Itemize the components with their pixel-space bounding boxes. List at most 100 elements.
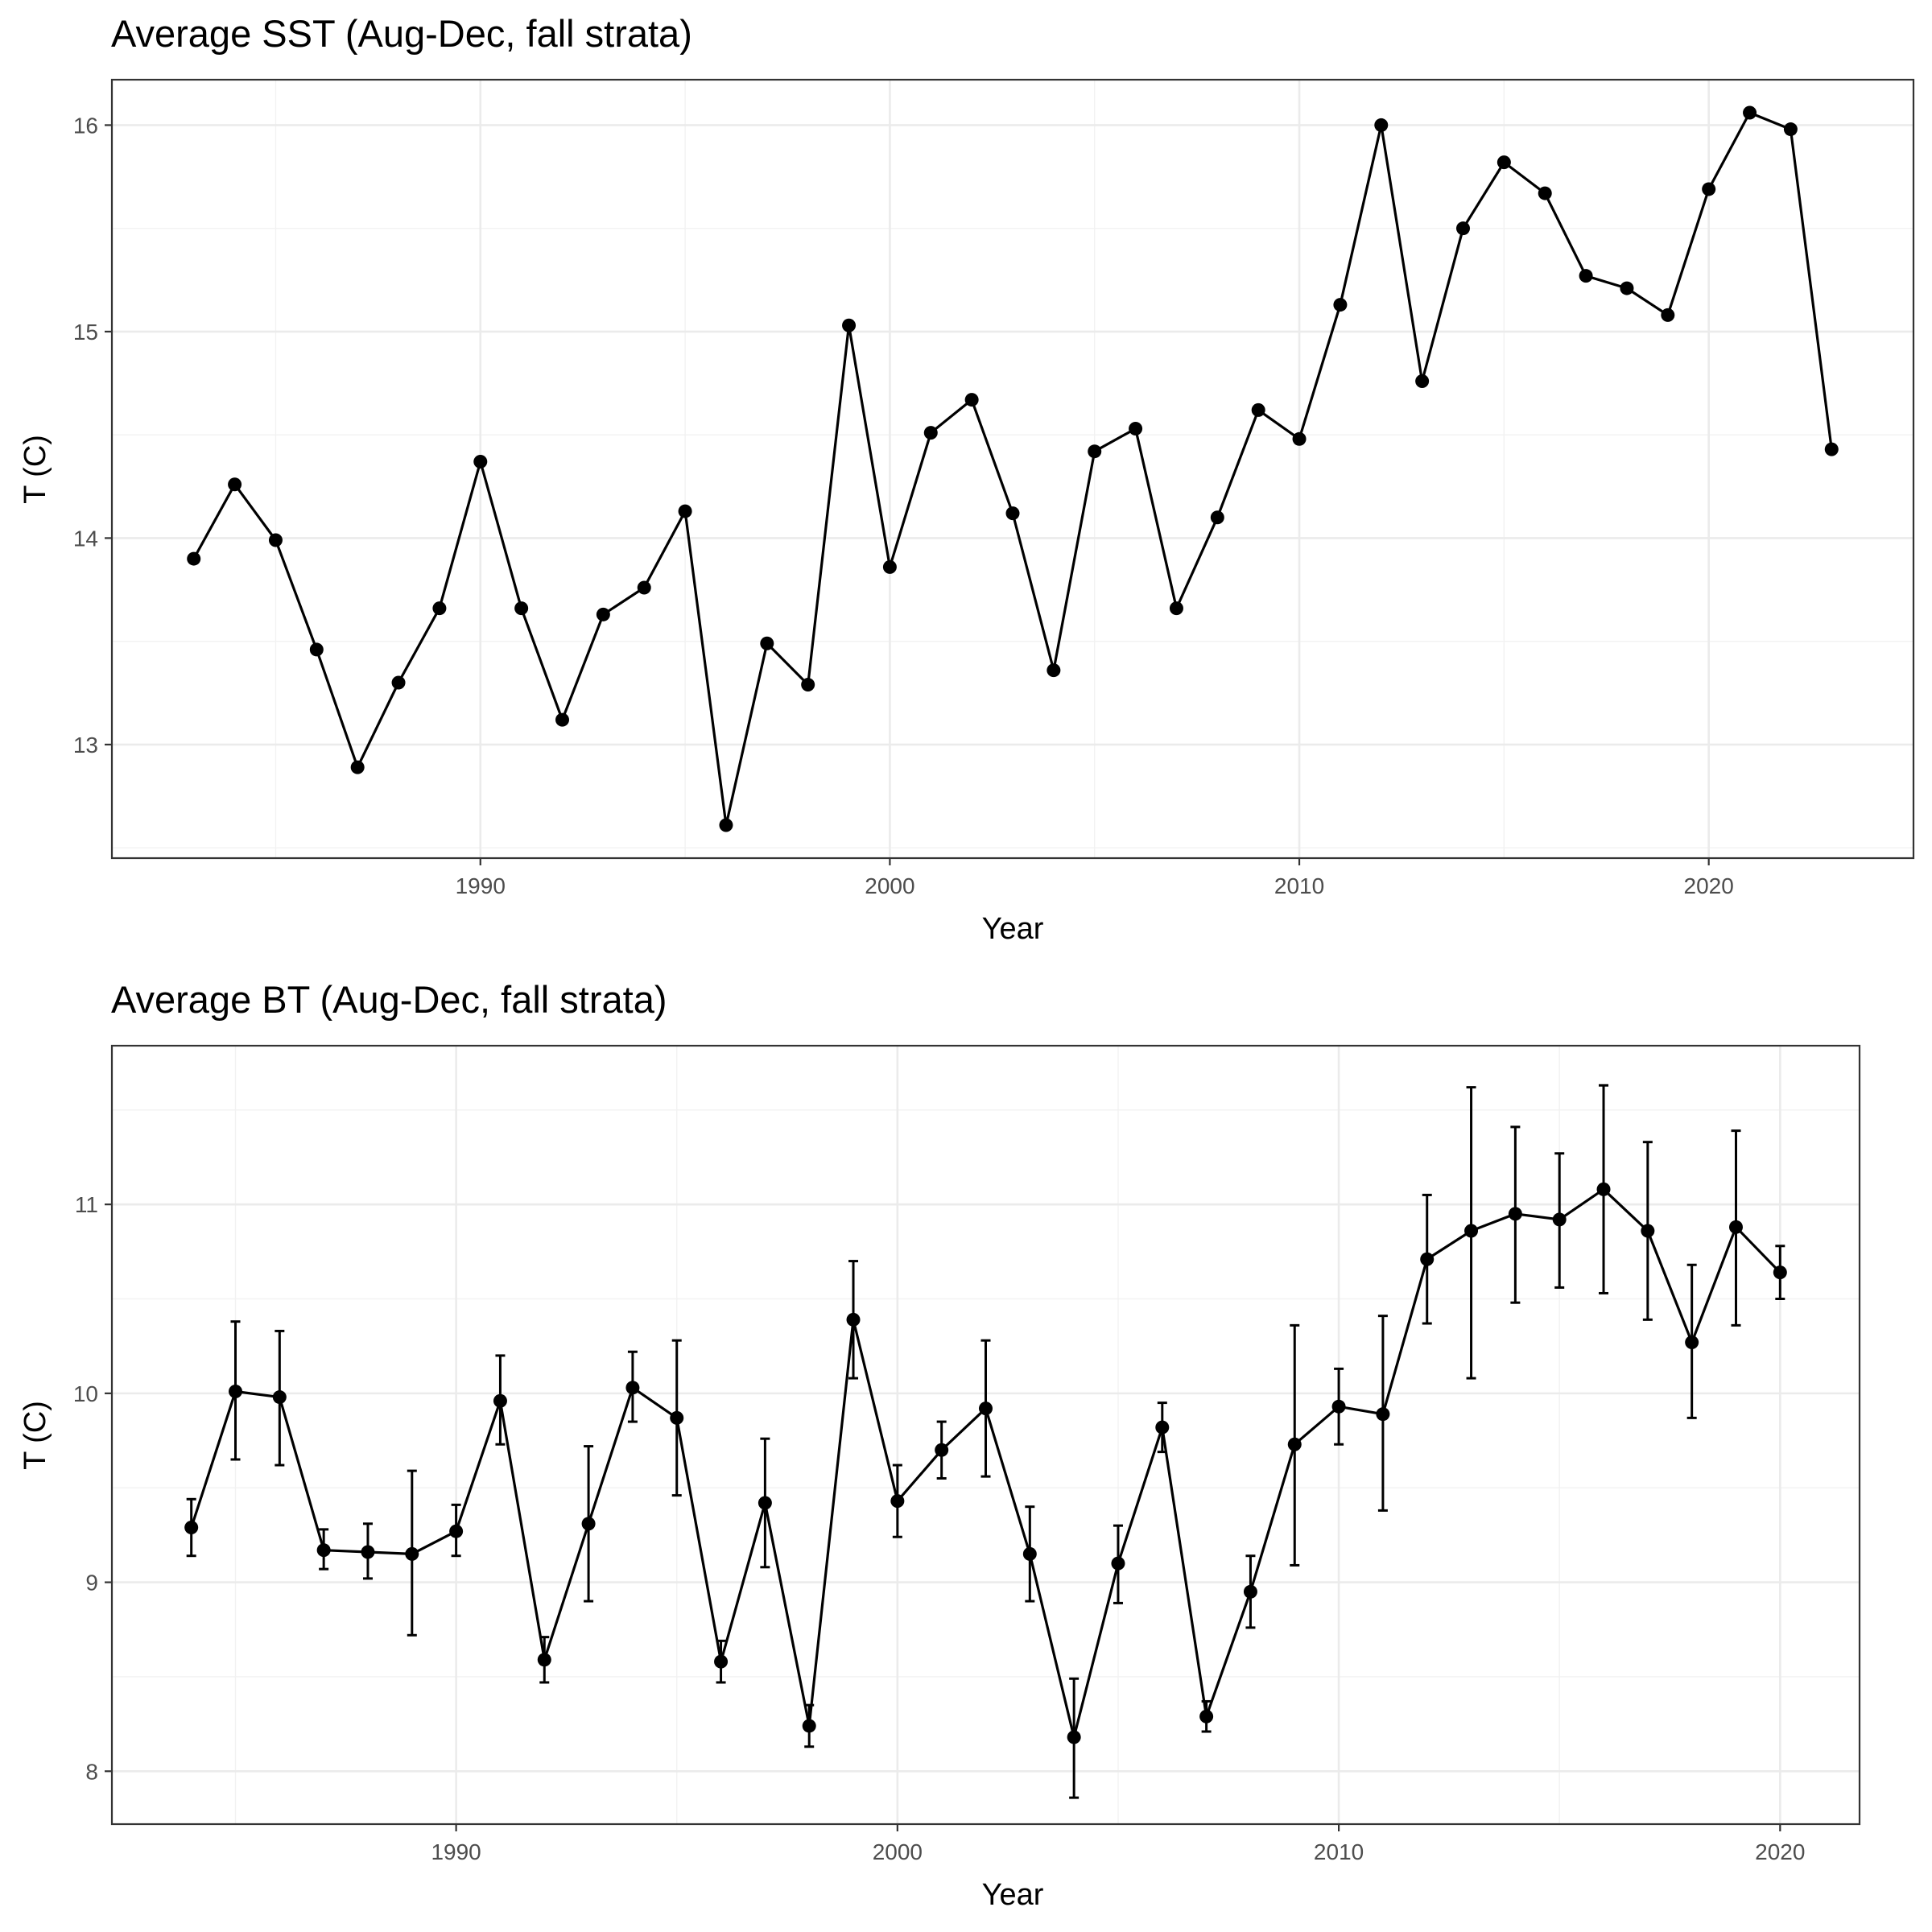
sst-data-point bbox=[1005, 506, 1020, 521]
bt-data-point bbox=[1243, 1584, 1257, 1599]
bt-data-point bbox=[1464, 1224, 1479, 1238]
sst-chart: Average SST (Aug-Dec, fall strata) 1990 2… bbox=[19, 12, 1915, 946]
bt-data-point bbox=[493, 1393, 507, 1408]
bt-chart: Average BT (Aug-Dec, fall strata) 1990 20… bbox=[19, 978, 1861, 1912]
bt-data-point bbox=[714, 1654, 729, 1669]
bt-x-tick-label: 2000 bbox=[873, 1839, 923, 1864]
sst-x-tick-label: 2020 bbox=[1684, 873, 1734, 898]
bt-data-point bbox=[272, 1390, 287, 1405]
sst-data-point bbox=[1496, 155, 1511, 170]
sst-data-point bbox=[964, 393, 979, 407]
sst-series bbox=[187, 105, 1839, 832]
bt-data-point bbox=[758, 1496, 772, 1510]
sst-y-tick-label: 16 bbox=[73, 113, 98, 138]
bt-data-point bbox=[361, 1545, 375, 1559]
sst-data-point bbox=[187, 551, 201, 566]
bt-data-point bbox=[1022, 1546, 1037, 1561]
sst-data-point bbox=[1251, 402, 1265, 417]
bt-data-point bbox=[537, 1653, 551, 1667]
bt-data-point bbox=[1199, 1709, 1214, 1724]
bt-data-point bbox=[1331, 1399, 1346, 1414]
sst-data-point bbox=[1169, 601, 1183, 616]
bt-data-point bbox=[802, 1719, 816, 1733]
sst-data-point bbox=[842, 318, 857, 332]
bt-x-tick-label: 2010 bbox=[1314, 1839, 1364, 1864]
sst-data-point bbox=[555, 712, 569, 727]
bt-data-point bbox=[405, 1546, 419, 1561]
sst-data-point bbox=[1210, 510, 1224, 525]
bt-data-point bbox=[846, 1312, 861, 1327]
sst-x-axis-title: Year bbox=[982, 912, 1044, 946]
sst-data-point bbox=[391, 675, 406, 690]
bt-data-point bbox=[581, 1517, 596, 1531]
sst-data-point bbox=[1620, 281, 1634, 295]
sst-x-tick-label: 2000 bbox=[865, 873, 914, 898]
bt-grid bbox=[112, 1046, 1860, 1824]
sst-data-point bbox=[1743, 105, 1757, 120]
sst-data-point bbox=[596, 607, 610, 621]
sst-data-point bbox=[719, 818, 733, 832]
sst-data-point bbox=[1088, 444, 1102, 459]
bt-x-tick-label: 1990 bbox=[431, 1839, 481, 1864]
bt-data-point bbox=[1155, 1420, 1170, 1435]
sst-data-point bbox=[801, 678, 815, 692]
bt-panel-border bbox=[110, 1044, 1861, 1826]
sst-data-point bbox=[1538, 186, 1552, 200]
sst-data-point bbox=[473, 455, 488, 469]
bt-data-point bbox=[1420, 1252, 1435, 1266]
sst-data-point bbox=[1824, 442, 1839, 456]
sst-panel-border bbox=[110, 78, 1915, 860]
sst-data-point bbox=[1333, 298, 1348, 312]
bt-data-point bbox=[1067, 1730, 1081, 1744]
bt-y-tick-label: 8 bbox=[85, 1759, 98, 1784]
sst-data-point bbox=[923, 426, 938, 440]
bt-y-tick-label: 11 bbox=[75, 1192, 98, 1217]
bt-data-point bbox=[316, 1543, 331, 1558]
sst-series-line bbox=[192, 111, 1833, 827]
sst-data-point bbox=[350, 760, 365, 774]
bt-x-tick-label: 2020 bbox=[1755, 1839, 1805, 1864]
sst-data-point bbox=[309, 642, 324, 657]
bt-data-point bbox=[979, 1402, 993, 1416]
sst-data-point bbox=[268, 533, 283, 547]
sst-data-point bbox=[1661, 308, 1675, 322]
bt-data-point bbox=[1596, 1182, 1611, 1196]
bt-data-point bbox=[1552, 1212, 1567, 1227]
bt-data-point bbox=[1728, 1220, 1743, 1234]
sst-y-tick-label: 14 bbox=[73, 526, 98, 551]
sst-data-point bbox=[1415, 374, 1430, 388]
sst-y-axis-title: T (C) bbox=[19, 435, 52, 504]
bt-data-point bbox=[1508, 1207, 1522, 1221]
bt-series bbox=[184, 1084, 1787, 1799]
bt-data-point bbox=[1376, 1407, 1390, 1422]
sst-data-point bbox=[1374, 118, 1389, 132]
sst-data-point bbox=[637, 580, 651, 595]
bt-data-point bbox=[449, 1524, 464, 1538]
sst-data-point bbox=[1456, 221, 1470, 236]
sst-data-point bbox=[1129, 421, 1143, 436]
sst-y-tick-label: 15 bbox=[73, 320, 98, 345]
sst-data-point bbox=[228, 477, 242, 492]
sst-data-point bbox=[1783, 122, 1798, 137]
bt-data-point bbox=[1641, 1224, 1655, 1238]
bt-data-point bbox=[1287, 1437, 1302, 1451]
sst-data-point bbox=[678, 504, 692, 518]
sst-y-tick-label: 13 bbox=[73, 733, 98, 758]
sst-x-tick-label: 1990 bbox=[456, 873, 506, 898]
sst-data-point bbox=[760, 636, 774, 650]
bt-data-point bbox=[184, 1521, 199, 1535]
sst-data-point bbox=[1046, 663, 1061, 678]
sst-data-point bbox=[1292, 431, 1307, 446]
bt-data-point bbox=[890, 1494, 905, 1509]
bt-data-point bbox=[935, 1443, 949, 1457]
sst-chart-title: Average SST (Aug-Dec, fall strata) bbox=[111, 12, 692, 55]
bt-y-tick-label: 10 bbox=[73, 1381, 98, 1406]
sst-x-tick-label: 2010 bbox=[1274, 873, 1324, 898]
bt-y-tick-label: 9 bbox=[85, 1571, 98, 1596]
sst-data-point bbox=[1579, 269, 1593, 283]
sst-data-point bbox=[1702, 182, 1716, 196]
bt-data-point bbox=[1773, 1265, 1787, 1280]
sst-data-point bbox=[432, 601, 447, 616]
bt-data-point bbox=[1111, 1556, 1125, 1571]
